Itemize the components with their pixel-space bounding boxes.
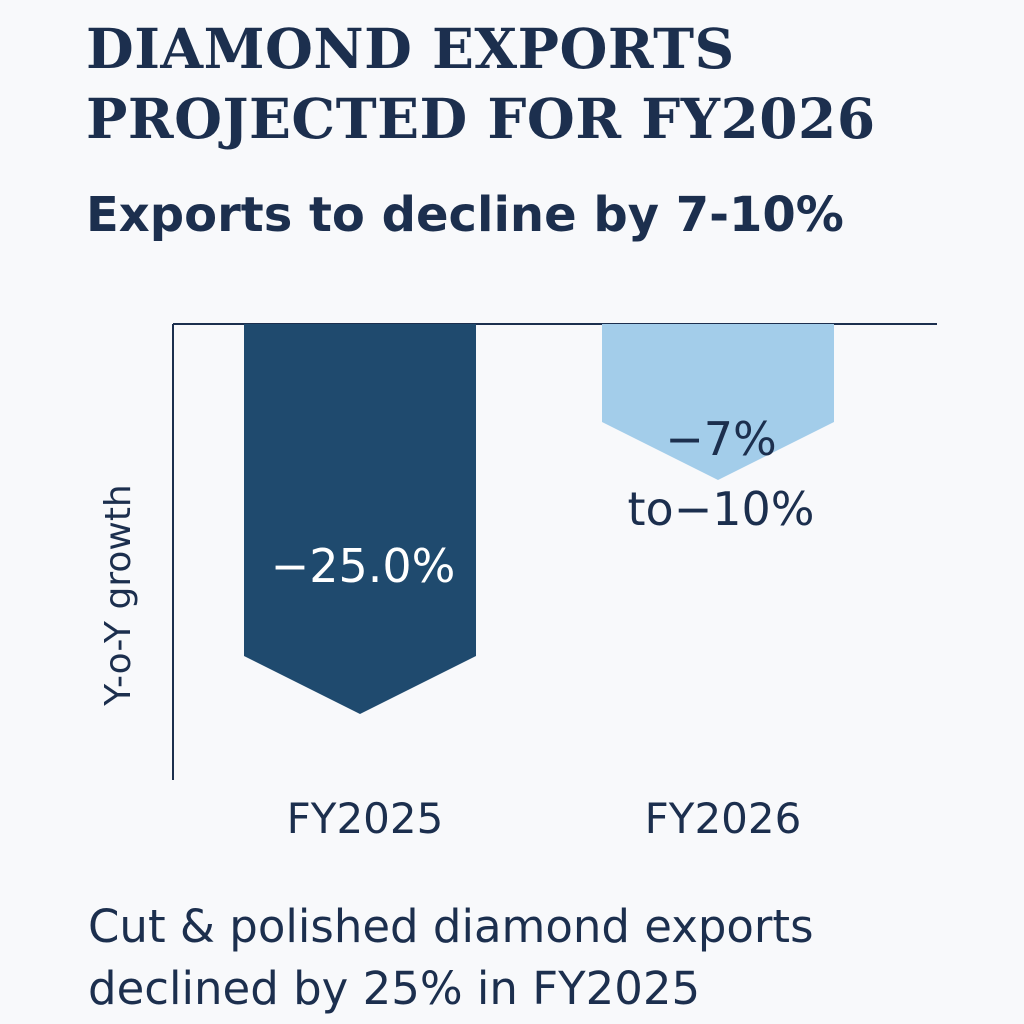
footnote-line: declined by 25% in FY2025 [88, 962, 701, 1015]
x-tick-label: FY2025 [287, 794, 444, 843]
bar-fy2026 [602, 324, 834, 480]
y-axis-label: Y-o-Y growth [98, 484, 139, 706]
data-label: −25.0% [271, 539, 456, 593]
bar-fy2025 [244, 324, 476, 714]
chart-title: DIAMOND EXPORTS PROJECTED FOR FY2026 [86, 14, 1006, 154]
x-tick-labels: FY2025 FY2026 [287, 794, 802, 843]
data-label: −7% [665, 412, 777, 466]
x-tick-label: FY2026 [645, 794, 802, 843]
bar-chart: Y-o-Y growth FY2025 FY2026 −25.0% −7% to−10… [98, 323, 937, 843]
data-labels: −25.0% −7% to−10% [271, 412, 815, 593]
data-label: to−10% [628, 482, 815, 536]
footnote-line: Cut & polished diamond exports [88, 900, 814, 953]
chart-title-line: PROJECTED FOR FY2026 [86, 86, 876, 151]
chart-title-line: DIAMOND EXPORTS [86, 16, 735, 81]
footnote: Cut & polished diamond exports declined … [88, 896, 1008, 1020]
bars-group [244, 324, 834, 714]
chart-subtitle: Exports to decline by 7-10% [86, 187, 844, 243]
